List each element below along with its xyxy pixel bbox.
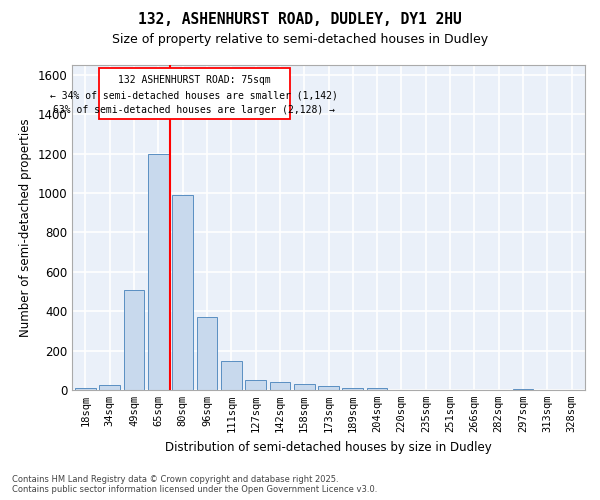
Bar <box>367 388 388 390</box>
Text: 132, ASHENHURST ROAD, DUDLEY, DY1 2HU: 132, ASHENHURST ROAD, DUDLEY, DY1 2HU <box>138 12 462 28</box>
Bar <box>75 388 96 390</box>
Bar <box>172 195 193 390</box>
X-axis label: Distribution of semi-detached houses by size in Dudley: Distribution of semi-detached houses by … <box>165 440 492 454</box>
Bar <box>197 317 217 390</box>
Text: 63% of semi-detached houses are larger (2,128) →: 63% of semi-detached houses are larger (… <box>53 105 335 115</box>
Bar <box>343 388 363 390</box>
Text: Contains HM Land Registry data © Crown copyright and database right 2025.
Contai: Contains HM Land Registry data © Crown c… <box>12 474 377 494</box>
Y-axis label: Number of semi-detached properties: Number of semi-detached properties <box>19 118 32 337</box>
Text: Size of property relative to semi-detached houses in Dudley: Size of property relative to semi-detach… <box>112 32 488 46</box>
Bar <box>124 290 145 390</box>
Bar <box>148 154 169 390</box>
Bar <box>100 385 120 390</box>
Bar <box>221 361 242 390</box>
Bar <box>318 386 339 390</box>
Text: ← 34% of semi-detached houses are smaller (1,142): ← 34% of semi-detached houses are smalle… <box>50 91 338 101</box>
Bar <box>245 380 266 390</box>
Text: 132 ASHENHURST ROAD: 75sqm: 132 ASHENHURST ROAD: 75sqm <box>118 74 271 85</box>
Bar <box>512 388 533 390</box>
Bar <box>294 384 314 390</box>
FancyBboxPatch shape <box>99 68 290 119</box>
Bar <box>269 382 290 390</box>
